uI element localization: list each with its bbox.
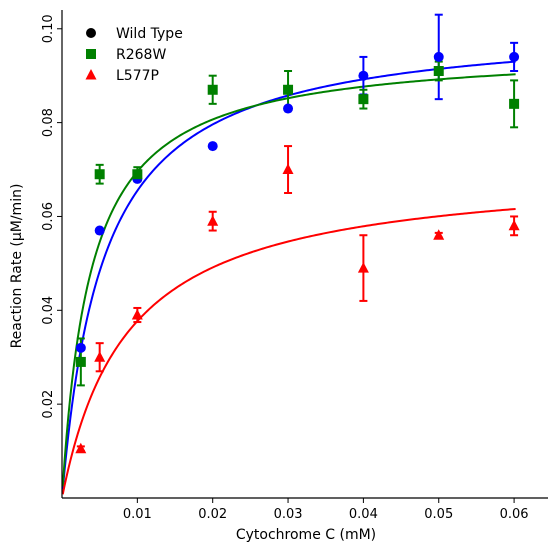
- x-axis-label: Cytochrome C (mM): [236, 527, 376, 543]
- legend-label: R268W: [116, 47, 166, 63]
- data-point-triangle: [282, 163, 294, 174]
- data-point-triangle: [433, 229, 445, 240]
- x-tick-label: 0.04: [349, 507, 378, 522]
- x-tick-label: 0.02: [198, 507, 227, 522]
- x-tick-label: 0.01: [123, 507, 152, 522]
- data-point-circle: [358, 70, 369, 81]
- data-point-square: [433, 66, 444, 76]
- data-points: [75, 51, 520, 454]
- data-point-triangle: [207, 215, 219, 226]
- legend-marker-square: [86, 49, 96, 59]
- y-tick-label: 0.08: [41, 108, 56, 137]
- fit-curve-1: [61, 73, 516, 487]
- data-point-circle: [94, 225, 105, 236]
- data-point-triangle: [131, 309, 143, 320]
- y-tick-label: 0.06: [41, 202, 56, 231]
- data-point-triangle: [75, 442, 87, 454]
- data-point-square: [283, 84, 294, 95]
- data-point-square: [358, 94, 369, 105]
- axes: [61, 10, 548, 499]
- data-point-square: [509, 98, 520, 109]
- data-point-square: [207, 84, 218, 95]
- legend-entry: R268W: [86, 47, 166, 63]
- y-tick-label: 0.04: [41, 296, 56, 325]
- legend: Wild Type R268W L577P: [85, 26, 183, 84]
- x-tick-label: 0.05: [424, 507, 453, 522]
- data-point-circle: [207, 141, 218, 152]
- legend-label: Wild Type: [116, 26, 183, 42]
- data-point-square: [75, 356, 86, 367]
- tick-marks: 0.01 0.02 0.03 0.04 0.05 0.06 0.02 0.04 0.06 0.08…: [41, 14, 529, 522]
- data-point-square: [132, 169, 143, 180]
- x-tick-label: 0.06: [500, 507, 529, 522]
- data-point-square: [94, 169, 105, 180]
- fit-curves: [61, 60, 516, 495]
- fit-curve-0: [61, 60, 516, 490]
- y-axis-label: Reaction Rate (μM/min): [9, 184, 25, 349]
- data-point-triangle: [508, 219, 520, 231]
- y-tick-label: 0.10: [41, 14, 56, 43]
- data-point-circle: [433, 51, 444, 62]
- data-point-circle: [283, 103, 294, 114]
- legend-marker-triangle: [85, 69, 97, 80]
- legend-entry: Wild Type: [86, 26, 183, 42]
- x-tick-label: 0.03: [274, 507, 303, 522]
- legend-marker-circle: [86, 28, 96, 38]
- data-point-circle: [509, 51, 520, 62]
- data-point-triangle: [357, 262, 369, 273]
- y-tick-label: 0.02: [41, 390, 56, 419]
- data-point-triangle: [94, 351, 106, 362]
- legend-label: L577P: [116, 68, 159, 84]
- fit-curve-2: [61, 207, 516, 495]
- data-point-circle: [75, 342, 86, 353]
- legend-entry: L577P: [85, 68, 159, 84]
